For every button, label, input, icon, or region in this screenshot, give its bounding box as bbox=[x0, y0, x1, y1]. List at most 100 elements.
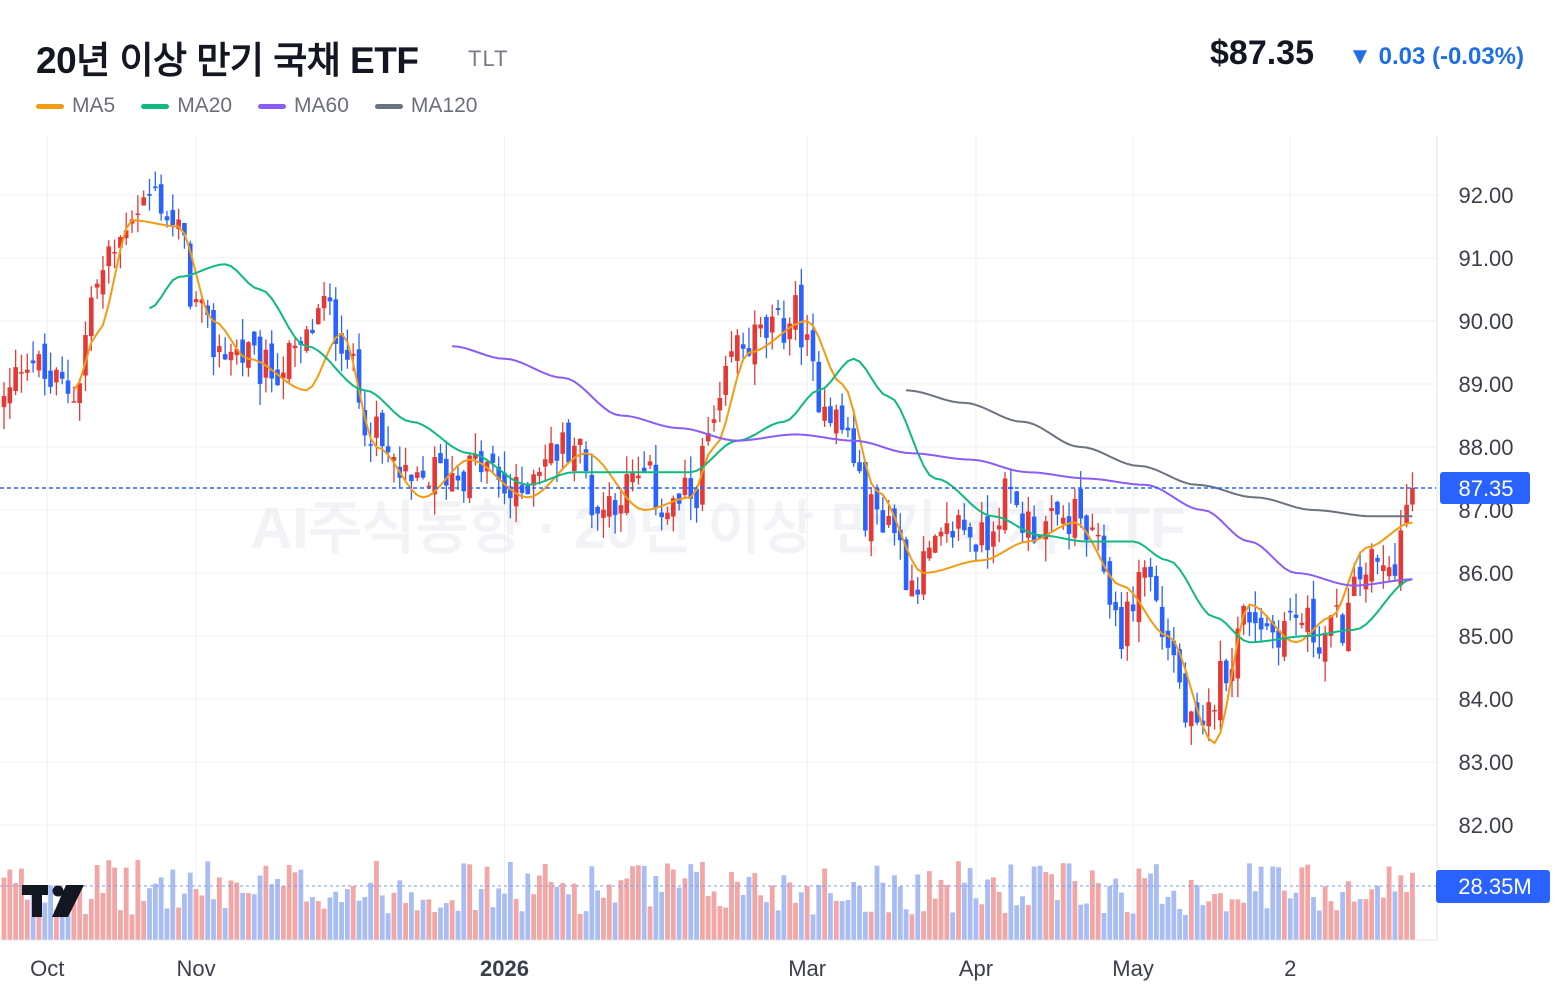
volume-bar bbox=[362, 897, 368, 940]
volume-bar bbox=[985, 879, 990, 940]
volume-bar bbox=[455, 910, 461, 940]
volume-bar bbox=[321, 908, 327, 940]
y-tick-label: 85.00 bbox=[1458, 624, 1513, 649]
volume-bar bbox=[1043, 872, 1049, 940]
volume-bar bbox=[717, 906, 723, 940]
volume-bar bbox=[1328, 901, 1334, 940]
volume-bar bbox=[71, 899, 77, 940]
candle-body bbox=[508, 486, 513, 499]
candle-body bbox=[665, 512, 670, 520]
volume-bar bbox=[443, 903, 449, 940]
candle-body bbox=[211, 309, 216, 358]
volume-bar bbox=[758, 895, 763, 940]
legend-item-ma20[interactable]: MA20 bbox=[141, 94, 232, 118]
volume-bar bbox=[886, 912, 892, 940]
candle-body bbox=[1084, 515, 1089, 540]
candle-body bbox=[1101, 535, 1107, 572]
candle-body bbox=[385, 446, 391, 453]
volume-bar bbox=[618, 880, 624, 940]
volume-bar bbox=[42, 902, 48, 940]
volume-bar bbox=[787, 882, 793, 940]
candle-body bbox=[467, 455, 472, 499]
x-axis-ticks: Oct Nov 2026 Mar Apr May 2 bbox=[30, 956, 1296, 981]
candle-body bbox=[775, 308, 781, 311]
candle-body bbox=[542, 459, 548, 467]
candle-body bbox=[688, 478, 694, 499]
last-volume-tag-bg bbox=[1436, 870, 1550, 903]
volume-bar bbox=[1212, 893, 1217, 940]
volume-bar bbox=[1386, 866, 1392, 940]
volume-bar bbox=[740, 894, 746, 940]
candle-body bbox=[915, 589, 921, 595]
candle-body bbox=[1119, 607, 1124, 650]
volume-bar bbox=[525, 873, 531, 940]
volume-bar bbox=[13, 883, 19, 940]
volume-bar bbox=[868, 911, 874, 940]
volume-bar bbox=[170, 869, 176, 940]
volume-bar bbox=[845, 899, 851, 940]
x-tick-label: Nov bbox=[176, 956, 215, 981]
ticker-symbol: TLT bbox=[468, 46, 509, 71]
volume-bar bbox=[822, 868, 828, 940]
price-change: ▼ 0.03 (-0.03%) bbox=[1348, 43, 1524, 70]
candle-body bbox=[414, 472, 420, 478]
candles bbox=[1, 171, 1415, 745]
candle-body bbox=[892, 508, 897, 534]
candle-body bbox=[205, 305, 210, 316]
candle-body bbox=[1124, 601, 1130, 647]
volume-bar bbox=[659, 892, 665, 940]
volume-bar bbox=[1340, 891, 1345, 940]
volume-bar bbox=[48, 885, 53, 940]
volume-bar bbox=[921, 911, 926, 940]
volume-bar bbox=[106, 860, 112, 940]
volume-bar bbox=[182, 893, 187, 940]
candle-body bbox=[1247, 612, 1252, 623]
candle-body bbox=[1183, 673, 1188, 723]
volume-bar bbox=[1107, 886, 1113, 940]
candle-body bbox=[513, 477, 519, 507]
volume-bar bbox=[426, 899, 432, 940]
volume-bar bbox=[583, 911, 589, 940]
candle-body bbox=[1299, 622, 1305, 626]
moving-averages bbox=[72, 219, 1413, 745]
volume-bar bbox=[647, 906, 653, 940]
legend-item-ma5[interactable]: MA5 bbox=[36, 94, 115, 118]
candle-body bbox=[1386, 567, 1392, 577]
candle-body bbox=[222, 354, 228, 360]
volume-bar bbox=[1346, 881, 1351, 940]
volume-bar bbox=[432, 912, 438, 940]
candle-body bbox=[350, 353, 356, 356]
candle-body bbox=[1090, 527, 1095, 530]
candle-body bbox=[1049, 508, 1054, 512]
legend-item-ma60[interactable]: MA60 bbox=[258, 94, 349, 118]
candle-body bbox=[1095, 534, 1101, 537]
x-tick-label: May bbox=[1112, 956, 1154, 981]
chart-title: 20년 이상 만기 국채 ETF bbox=[36, 40, 419, 81]
volume-bar bbox=[118, 910, 123, 940]
volume-bar bbox=[344, 889, 350, 940]
volume-bar bbox=[1002, 912, 1008, 940]
volume-bar bbox=[589, 866, 595, 940]
tradingview-logo[interactable] bbox=[22, 885, 84, 917]
candle-body bbox=[717, 397, 723, 411]
candle-body bbox=[735, 335, 740, 361]
y-tick-label: 82.00 bbox=[1458, 813, 1513, 838]
y-tick-label: 92.00 bbox=[1458, 183, 1513, 208]
last-price-tag-label: 87.35 bbox=[1458, 476, 1513, 501]
volume-bar bbox=[216, 877, 222, 940]
volume-bar bbox=[798, 892, 804, 940]
candle-body bbox=[1311, 598, 1316, 643]
volume-bar bbox=[1241, 902, 1247, 940]
candle-body bbox=[112, 252, 117, 254]
volume-bar bbox=[851, 882, 857, 940]
candle-body bbox=[1305, 607, 1310, 633]
candle-body bbox=[606, 496, 612, 517]
candle-body bbox=[525, 485, 531, 495]
candle-body bbox=[694, 488, 699, 509]
legend-item-ma120[interactable]: MA120 bbox=[374, 94, 477, 118]
volume-bar bbox=[397, 880, 403, 940]
volume-bar bbox=[374, 860, 379, 940]
candle-body bbox=[251, 331, 257, 346]
candle-body bbox=[560, 432, 566, 454]
